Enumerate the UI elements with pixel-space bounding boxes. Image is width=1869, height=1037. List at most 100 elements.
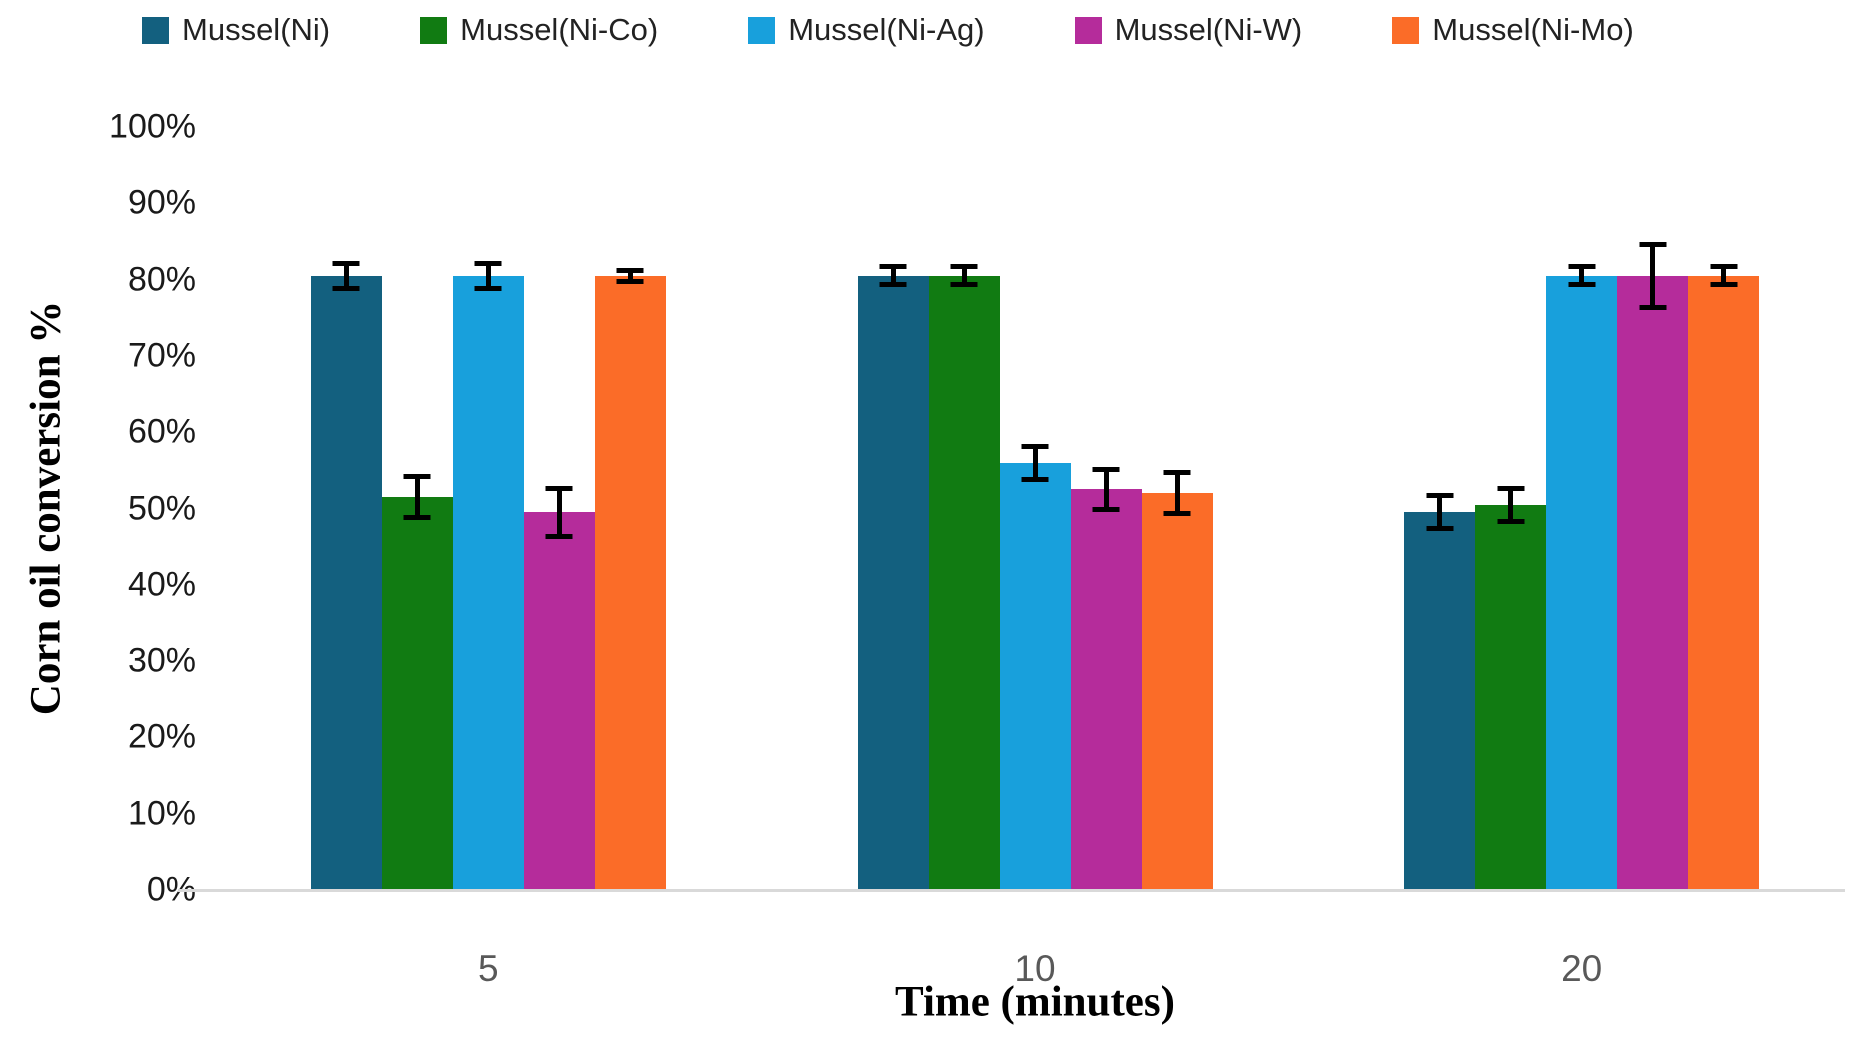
bar-mussel-ni-mo-10min [1141, 470, 1213, 890]
error-bar [950, 264, 978, 288]
error-bar-stem [1508, 485, 1514, 524]
y-tick-label: 80% [127, 260, 196, 299]
error-bar-stem [1437, 493, 1443, 532]
error-bar-cap-top [403, 474, 431, 480]
legend-label: Mussel(Ni-Co) [460, 12, 659, 47]
bar-mussel-ni-20min [1404, 493, 1476, 890]
error-bar [1710, 264, 1738, 288]
y-axis-tick-labels: 0% 10% 20% 30% 40% 50% 60% 70% 80% 90% 100% [0, 108, 196, 909]
x-axis-line [178, 889, 1845, 892]
y-tick-label: 90% [127, 183, 196, 222]
x-axis-title: Time (minutes) [895, 978, 1175, 1026]
error-bar-cap-top [474, 260, 502, 266]
error-bar-cap-top [1568, 264, 1596, 270]
legend-swatch-icon [420, 16, 448, 44]
y-tick-label: 30% [127, 641, 196, 680]
error-bar-cap-bottom [1163, 511, 1191, 517]
bar-mussel-ni-co-5min [381, 474, 453, 890]
y-tick-label: 20% [127, 717, 196, 756]
legend-item-mussel-ni-ag: Mussel(Ni-Ag) [748, 12, 985, 48]
error-bar [545, 485, 573, 540]
error-bar-stem [343, 260, 349, 292]
error-bar-cap-top [616, 268, 644, 274]
x-tick-label: 10 [1014, 948, 1056, 989]
error-bar-stem [1174, 470, 1180, 517]
error-bar [1568, 264, 1596, 288]
bar-mussel-ni-ag-20min [1546, 264, 1618, 890]
bar-mussel-ni-5min [310, 260, 382, 890]
bar-mussel-ni-co-10min [928, 264, 1000, 890]
bar-mussel-ni-w-10min [1070, 466, 1142, 890]
error-bar-stem [1032, 443, 1038, 482]
error-bar-cap-bottom [950, 282, 978, 288]
error-bar-cap-top [545, 485, 573, 491]
bar-group-10-min [762, 127, 1309, 890]
error-bar-cap-top [1710, 264, 1738, 270]
y-tick-label: 10% [127, 794, 196, 833]
error-bar-cap-top [1426, 493, 1454, 499]
error-bar-stem [414, 474, 420, 521]
plot-area [178, 127, 1855, 892]
error-bar [616, 268, 644, 284]
bar-mussel-ni-ag-5min [452, 260, 524, 890]
x-tick-label: 20 [1561, 948, 1603, 989]
error-bar-stem [1103, 466, 1109, 513]
error-bar [474, 260, 502, 292]
error-bar [1426, 493, 1454, 532]
legend-item-mussel-ni: Mussel(Ni) [142, 12, 330, 48]
error-bar [332, 260, 360, 292]
error-bar-cap-top [332, 260, 360, 266]
error-bar [403, 474, 431, 521]
error-bar [1163, 470, 1191, 517]
bar-mussel-ni-mo-5min [594, 268, 666, 890]
legend-swatch-icon [748, 16, 776, 44]
error-bar-cap-bottom [1639, 305, 1667, 311]
legend-label: Mussel(Ni-Ag) [788, 12, 985, 47]
legend-label: Mussel(Ni-W) [1114, 12, 1303, 47]
error-bar-cap-bottom [1092, 507, 1120, 513]
legend: Mussel(Ni) Mussel(Ni-Co) Mussel(Ni-Ag) Muss… [142, 12, 1634, 48]
error-bar-cap-top [1497, 485, 1525, 491]
legend-item-mussel-ni-w: Mussel(Ni-W) [1074, 12, 1303, 48]
error-bar-cap-bottom [879, 282, 907, 288]
error-bar-cap-bottom [1568, 282, 1596, 288]
y-tick-label: 100% [109, 107, 196, 146]
legend-item-mussel-ni-co: Mussel(Ni-Co) [420, 12, 658, 48]
y-tick-label: 60% [127, 412, 196, 451]
error-bar-stem [961, 264, 967, 288]
error-bar-stem [1721, 264, 1727, 288]
error-bar [1639, 241, 1667, 311]
legend-swatch-icon [1392, 16, 1420, 44]
error-bar-stem [627, 268, 633, 284]
error-bar-cap-top [1092, 466, 1120, 472]
bar-group-20-min [1308, 127, 1855, 890]
y-tick-label: 40% [127, 565, 196, 604]
error-bar-cap-top [1163, 470, 1191, 476]
error-bar-cap-bottom [1710, 282, 1738, 288]
error-bar-cap-bottom [1021, 476, 1049, 482]
error-bar-cap-bottom [1497, 518, 1525, 524]
legend-swatch-icon [142, 16, 169, 44]
error-bar-cap-top [1021, 443, 1049, 449]
error-bar-stem [556, 485, 562, 540]
y-tick-label: 50% [127, 489, 196, 527]
error-bar-cap-top [950, 264, 978, 270]
error-bar-cap-top [879, 264, 907, 270]
error-bar-stem [1579, 264, 1585, 288]
error-bar-cap-bottom [616, 278, 644, 284]
error-bar-cap-bottom [332, 286, 360, 292]
error-bar-cap-bottom [545, 534, 573, 540]
error-bar-stem [890, 264, 896, 288]
error-bar-cap-bottom [403, 515, 431, 521]
bar-mussel-ni-mo-20min [1688, 264, 1760, 890]
bar-mussel-ni-co-20min [1475, 485, 1547, 890]
legend-swatch-icon [1074, 16, 1102, 44]
error-bar-cap-bottom [474, 286, 502, 292]
error-bar-cap-bottom [1426, 526, 1454, 532]
error-bar-stem [1650, 241, 1656, 311]
error-bar [1497, 485, 1525, 524]
x-tick-label: 5 [478, 948, 499, 989]
bar-groups [215, 127, 1855, 890]
bar-mussel-ni-w-20min [1617, 241, 1689, 890]
